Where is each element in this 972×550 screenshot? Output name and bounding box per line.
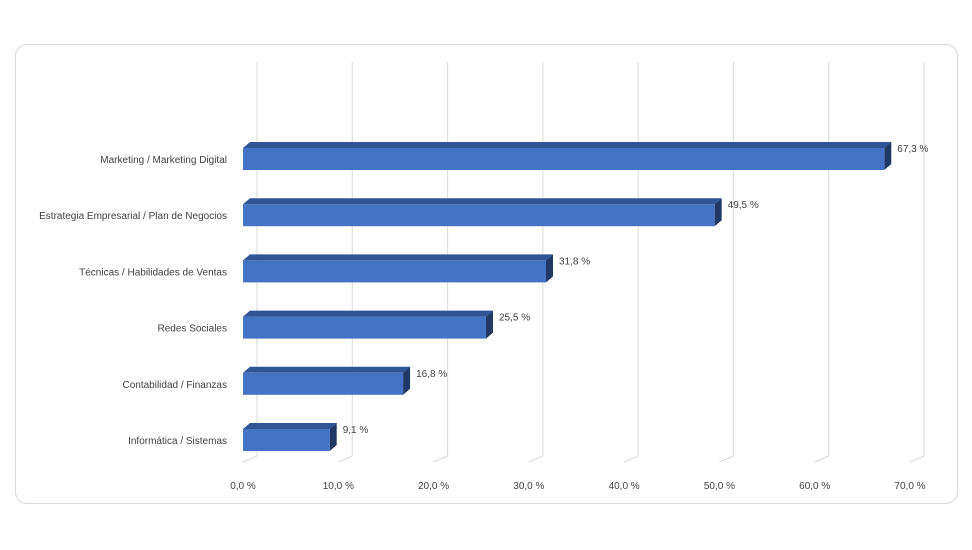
gridline-floor-3: [528, 455, 544, 463]
bar-side-3: [485, 310, 493, 339]
category-label-2: Técnicas / Habilidades de Ventas: [79, 267, 227, 278]
category-label-4: Contabilidad / Finanzas: [122, 380, 227, 391]
gridline-floor-2: [433, 455, 448, 463]
data-label-3: 25,5 %: [499, 313, 530, 324]
bar-top-3: [243, 310, 493, 317]
x-tick-label-2: 20,0 %: [418, 481, 449, 492]
bar-top-5: [243, 423, 337, 429]
data-label-0: 67,3 %: [897, 144, 928, 155]
bar-5: [243, 429, 330, 451]
x-tick-label-5: 50,0 %: [704, 481, 735, 492]
x-tick-label-0: 0,0 %: [230, 481, 256, 492]
x-tick-label-6: 60,0 %: [799, 481, 830, 492]
bar-top-4: [243, 366, 411, 373]
bar-side-1: [714, 198, 722, 227]
gridline-floor-6: [814, 455, 829, 463]
gridline-floor-1: [338, 455, 353, 463]
bar-side-5: [329, 423, 337, 451]
category-label-0: Marketing / Marketing Digital: [100, 155, 227, 166]
gridline-floor-7: [909, 455, 925, 463]
bar-top-0: [243, 142, 892, 148]
data-label-2: 31,8 %: [559, 256, 590, 267]
x-tick-label-7: 70,0 %: [894, 481, 925, 492]
bar-2: [243, 260, 547, 283]
bar-4: [243, 372, 404, 395]
bar-1: [243, 204, 715, 227]
bar-3: [243, 316, 486, 339]
bar-0: [243, 148, 885, 170]
x-tick-label-4: 40,0 %: [609, 481, 640, 492]
gridline-floor-0: [242, 455, 258, 463]
bar-side-2: [546, 254, 554, 283]
category-label-5: Informática / Sistemas: [128, 436, 227, 447]
data-label-5: 9,1 %: [343, 425, 369, 436]
data-label-1: 49,5 %: [728, 200, 759, 211]
bar-side-4: [403, 366, 411, 395]
gridline-floor-4: [623, 455, 639, 463]
bar-top-2: [243, 254, 554, 261]
category-label-1: Estrategia Empresarial / Plan de Negocio…: [39, 211, 227, 222]
x-tick-label-1: 10,0 %: [323, 481, 354, 492]
gridline-floor-5: [719, 455, 734, 463]
bar-side-0: [884, 142, 892, 170]
bar-top-1: [243, 198, 722, 205]
category-label-3: Redes Sociales: [158, 324, 227, 335]
data-label-4: 16,8 %: [416, 369, 447, 380]
x-tick-label-3: 30,0 %: [513, 481, 544, 492]
